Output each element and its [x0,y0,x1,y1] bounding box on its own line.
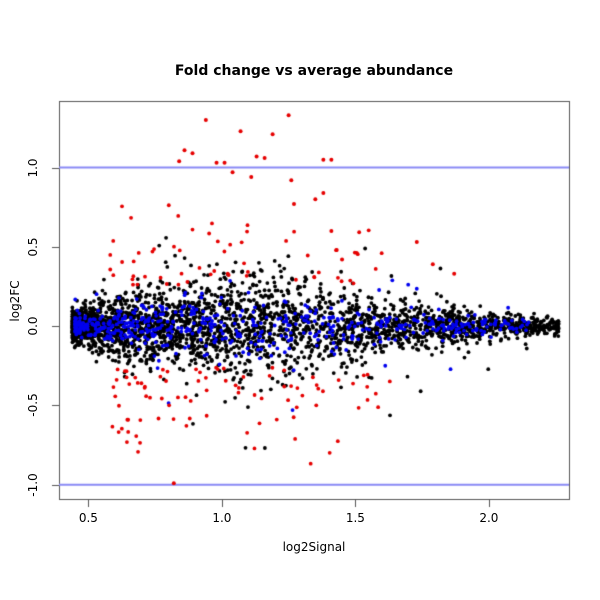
x-tick-label: 2.0 [479,511,499,525]
y-tick-label: 0.0 [26,316,40,336]
y-tick-label: -0.5 [26,393,40,418]
x-axis-label: log2Signal [282,540,346,554]
x-tick-label: 0.5 [78,511,98,525]
y-tick-label: 0.5 [26,237,40,257]
x-tick-label: 1.5 [345,511,365,525]
chart-title: Fold change vs average abundance [174,63,454,79]
y-tick-label: -1.0 [26,473,40,497]
y-axis-label: log2FC [8,280,22,322]
y-tick-label: 1.0 [26,158,40,178]
x-tick-label: 1.0 [212,511,232,525]
